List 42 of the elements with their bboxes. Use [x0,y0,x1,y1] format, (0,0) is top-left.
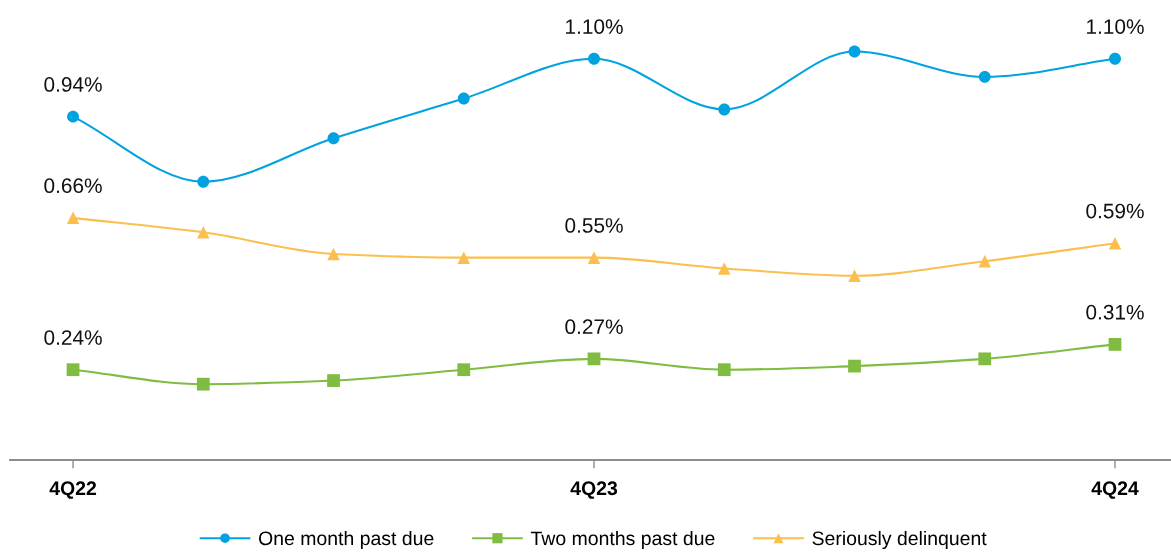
point [978,352,992,366]
point [718,262,731,275]
legend-label: Two months past due [530,530,715,550]
x-tick-label: 4Q23 [570,481,618,499]
point [848,359,861,373]
point [196,377,210,391]
point [978,70,991,83]
data-label: 0.66% [44,178,102,194]
point [978,255,991,268]
point [66,211,80,225]
data-label: 0.27% [565,319,623,335]
point [848,269,861,282]
point [457,363,471,377]
data-label: 0.59% [1086,203,1144,219]
point [1109,52,1121,65]
legend-label: One month past due [259,530,434,550]
point [588,52,600,65]
point [327,374,340,387]
point [1108,236,1122,250]
data-label: 0.55% [565,218,623,233]
data-label: 1.10% [1087,19,1144,34]
point [67,110,80,123]
point [197,175,210,188]
point [327,247,340,261]
point [717,363,731,377]
data-label: 0.31% [1086,304,1144,320]
point [587,251,601,264]
point [327,132,340,145]
point [457,92,470,105]
point [1108,338,1122,351]
point [457,251,471,264]
point [848,45,861,58]
x-tick-label: 4Q24 [1091,481,1139,499]
point [587,352,601,366]
data-label: 1.10% [566,19,623,34]
point [66,363,80,377]
x-tick-label: 4Q22 [49,481,97,499]
legend-label: Seriously delinquent [812,530,987,550]
point [197,226,210,239]
data-label: 0.24% [44,330,102,345]
point [718,103,731,116]
data-label: 0.94% [44,77,102,92]
